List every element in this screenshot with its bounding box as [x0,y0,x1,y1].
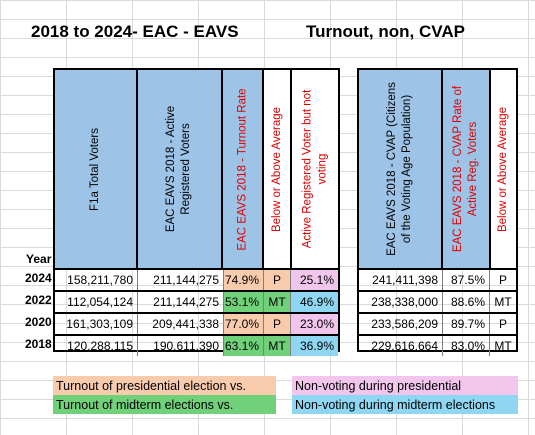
cell-flag2: MT [494,339,512,353]
table-row-2018: 229,616,664 83.0% MT [359,336,516,356]
header-above-below-2: Below or Above Average [490,70,516,268]
header-active-registered: EAC EAVS 2018 - Active Registered Voters [137,70,224,268]
header-f1a-total-voters: F1a Total Voters [55,70,138,268]
header-nonvoting: Active Registered Voter but not voting [292,70,338,268]
cell-cvap: 229,616,664 [359,336,443,356]
legend-midterm-nonvoting: Non-voting during midterm elections [292,395,518,414]
table-row-2024: 158,211,780 211,144,275 74.9% P 25.1% [55,270,338,292]
header-turnout-rate: EAC EAVS 2018 - Turnout Rate [223,70,265,268]
cell-turnout: 74.9% [224,270,264,290]
year-2024: 2024 [25,271,52,285]
cell-turnout: 77.0% [224,314,264,334]
header-cvap-rate: EAC EAVS 2018 - CVAP Rate of Active Reg.… [442,70,491,268]
cell-active: 209,441,338 [138,314,224,334]
cell-cvap-rate: 88.6% [443,292,490,312]
cell-cvap: 233,586,209 [359,314,443,334]
cell-active: 190,611,390 [138,336,224,356]
header-above-below: Below or Above Average [264,70,293,268]
cell-nonvoting: 46.9% [291,292,338,312]
right-title: Turnout, non, CVAP [306,22,465,41]
header-cvap: EAC EAVS 2018 - CVAP (Citizens of the Vo… [359,70,443,268]
left-table-header: F1a Total Voters EAC EAVS 2018 - Active … [55,70,338,270]
cell-flag2: P [498,317,507,331]
cell-f1a: 161,303,109 [55,314,138,334]
table-row-2024: 241,411,398 87.5% P [359,270,516,292]
cell-f1a: 158,211,780 [55,270,138,290]
cell-cvap-rate: 83.0% [443,336,490,356]
cell-turnout: 53.1% [224,292,264,312]
table-row-2022: 238,338,000 88.6% MT [359,292,516,314]
cell-nonvoting: 25.1% [291,270,338,290]
cell-active: 211,144,275 [138,270,224,290]
cell-flag2: MT [494,295,512,309]
cell-flag2: P [498,273,507,287]
cell-flag: MT [264,336,291,356]
cell-flag: P [264,270,291,290]
left-title: 2018 to 2024- EAC - EAVS [31,22,239,41]
cell-f1a: 112,054,124 [55,292,138,312]
cell-cvap: 241,411,398 [359,270,443,290]
cell-cvap-rate: 89.7% [443,314,490,334]
left-table: F1a Total Voters EAC EAVS 2018 - Active … [53,68,340,356]
table-row-2020: 233,586,209 89.7% P [359,314,516,336]
cell-flag: MT [264,292,291,312]
year-label: Year [26,252,52,266]
cell-active: 211,144,275 [138,292,224,312]
legend-presidential-nonvoting: Non-voting during presidential [292,376,518,395]
year-2020: 2020 [25,315,52,329]
cell-nonvoting: 36.9% [291,336,338,356]
cell-f1a: 120,288,115 [55,336,138,356]
cell-nonvoting: 23.0% [291,314,338,334]
cell-cvap: 238,338,000 [359,292,443,312]
legend-midterm-turnout: Turnout of midterm elections vs. [53,395,276,414]
cell-flag: P [264,314,291,334]
right-table: EAC EAVS 2018 - CVAP (Citizens of the Vo… [357,68,518,356]
right-table-header: EAC EAVS 2018 - CVAP (Citizens of the Vo… [359,70,516,270]
table-row-2022: 112,054,124 211,144,275 53.1% MT 46.9% [55,292,338,314]
year-2022: 2022 [25,293,52,307]
table-row-2018: 120,288,115 190,611,390 63.1% MT 36.9% [55,336,338,356]
table-row-2020: 161,303,109 209,441,338 77.0% P 23.0% [55,314,338,336]
cell-turnout: 63.1% [224,336,264,356]
cell-cvap-rate: 87.5% [443,270,490,290]
legend-presidential-turnout: Turnout of presidential election vs. [53,376,276,395]
year-2018: 2018 [25,337,52,351]
